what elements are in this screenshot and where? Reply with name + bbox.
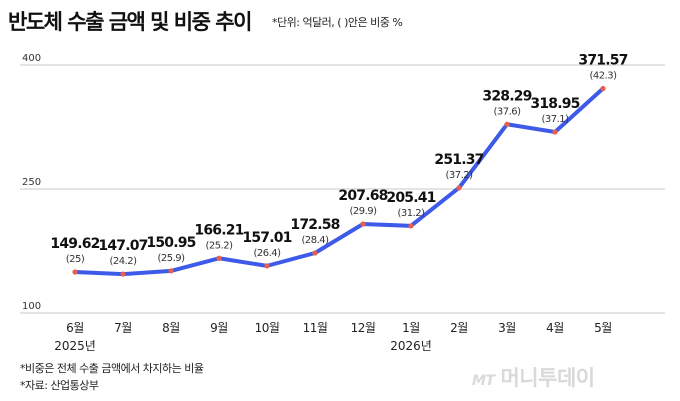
footnote-share-definition: *비중은 전체 수출 금액에서 차지하는 비율 xyxy=(20,362,204,375)
chart-title: 반도체 수출 금액 및 비중 추이 xyxy=(8,10,252,34)
value-label: 166.21 xyxy=(194,222,243,238)
share-label: (37.1) xyxy=(541,114,569,125)
data-point xyxy=(312,250,318,256)
x-tick-label: 8월 xyxy=(162,321,180,335)
footnote-source: *자료: 산업통상부 xyxy=(20,379,99,392)
share-label: (25.9) xyxy=(157,253,185,264)
x-tick-label: 4월 xyxy=(546,321,564,335)
share-label: (24.2) xyxy=(109,256,137,267)
value-label: 328.29 xyxy=(482,88,531,104)
value-label: 318.95 xyxy=(530,96,579,112)
share-label: (26.4) xyxy=(253,248,281,259)
share-label: (31.2) xyxy=(397,208,425,219)
share-label: (28.4) xyxy=(301,235,329,246)
data-point xyxy=(72,269,78,275)
x-tick-label: 7월 xyxy=(114,321,132,335)
x-tick-label: 6월 xyxy=(66,321,84,335)
watermark-mark: MT xyxy=(472,373,495,389)
series-line xyxy=(73,86,605,277)
watermark-name: 머니투데이 xyxy=(500,366,595,390)
y-tick-label: 100 xyxy=(22,301,41,312)
data-point xyxy=(600,85,606,92)
x-tick-label: 1월 xyxy=(402,321,420,335)
data-point xyxy=(168,268,174,274)
share-label: (25) xyxy=(66,254,85,265)
share-label: (42.3) xyxy=(589,71,617,82)
value-label: 147.07 xyxy=(98,238,147,254)
x-tick-label: 9월 xyxy=(210,321,228,335)
data-point xyxy=(216,255,222,261)
value-label: 157.01 xyxy=(242,230,291,246)
y-tick-label: 250 xyxy=(22,177,41,188)
x-tick-label: 11월 xyxy=(303,321,328,335)
value-label: 251.37 xyxy=(434,152,483,168)
unit-note: *단위: 억달러, ( )안은 비중 % xyxy=(272,16,403,29)
share-label: (37.2) xyxy=(445,170,473,181)
data-point xyxy=(264,263,270,269)
data-point xyxy=(360,221,366,227)
year-label: 2026년 xyxy=(390,339,432,353)
year-label: 2025년 xyxy=(54,339,96,353)
share-label: (29.9) xyxy=(349,206,377,217)
x-tick-label: 2월 xyxy=(450,321,468,335)
x-tick-label: 10월 xyxy=(255,321,280,335)
footnotes: *비중은 전체 수출 금액에서 차지하는 비율 *자료: 산업통상부 xyxy=(20,360,204,394)
value-label: 150.95 xyxy=(146,235,195,251)
value-label: 149.62 xyxy=(50,236,99,252)
share-label: (37.6) xyxy=(493,106,521,117)
y-tick-label: 400 xyxy=(22,53,41,64)
x-tick-label: 5월 xyxy=(594,321,612,335)
x-tick-label: 12월 xyxy=(351,321,376,335)
value-label: 205.41 xyxy=(386,190,435,206)
value-label: 172.58 xyxy=(290,217,339,233)
data-point xyxy=(408,223,414,229)
value-label: 207.68 xyxy=(338,188,387,204)
data-point xyxy=(552,129,558,135)
x-tick-label: 3월 xyxy=(498,321,516,335)
value-label: 371.57 xyxy=(578,53,627,69)
data-point xyxy=(456,185,462,191)
data-point xyxy=(504,121,510,127)
share-label: (25.2) xyxy=(205,240,233,251)
data-point xyxy=(120,271,126,277)
watermark-logo: MT 머니투데이 xyxy=(472,362,595,392)
